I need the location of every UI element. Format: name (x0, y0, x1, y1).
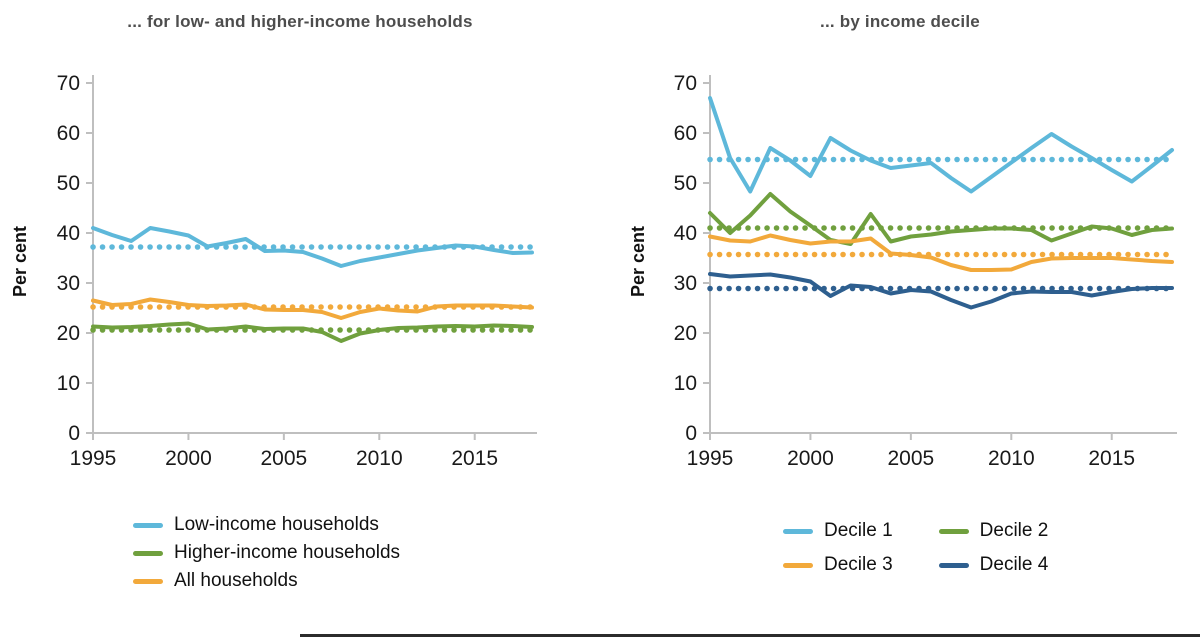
y-tick-label: 40 (57, 222, 80, 245)
line-chart-deciles: 0 10 20 30 40 50 60 70 1995 2000 2005 2010 2015 (674, 72, 1177, 470)
legend-swatch (783, 528, 813, 534)
legend-item: All households (133, 570, 400, 592)
legend-item: Decile 1 (783, 520, 893, 542)
legend-label: Low-income households (174, 514, 379, 535)
x-tick-label: 2000 (165, 447, 212, 470)
legend-label: All households (174, 570, 298, 591)
y-tick-label: 10 (674, 372, 697, 395)
y-tick-label: 30 (674, 272, 697, 295)
legend-item: Decile 4 (938, 554, 1049, 576)
series-line (91, 226, 534, 268)
y-tick-label: 50 (57, 172, 80, 195)
legend-item: Decile 3 (783, 554, 893, 576)
y-tick-label: 20 (674, 322, 697, 345)
legend-deciles: Decile 1 Decile 2 Decile 3 Decile 4 (783, 520, 1048, 576)
line-chart-households: 0 10 20 30 40 50 60 70 1995 2000 2005 2010 2015 (57, 72, 537, 470)
x-tick-label: 1995 (687, 447, 734, 470)
x-tick-label: 2010 (988, 447, 1035, 470)
legend-swatch (938, 562, 969, 568)
series-line (708, 233, 1174, 272)
x-tick-label: 2015 (451, 447, 498, 470)
x-tick-label: 2015 (1088, 447, 1135, 470)
legend-label: Decile 3 (824, 554, 893, 575)
legend-households: Low-income households Higher-income house… (133, 514, 400, 592)
y-tick-label: 0 (685, 422, 697, 445)
x-tick-label: 2010 (356, 447, 403, 470)
legend-swatch (783, 562, 813, 568)
legend-item: Decile 2 (938, 520, 1049, 542)
x-tick-label: 2005 (261, 447, 308, 470)
y-tick-label: 60 (674, 122, 697, 145)
legend-swatch (133, 578, 163, 584)
series-line (91, 297, 534, 320)
chart-panel-households: ... for low- and higher-income household… (10, 12, 537, 592)
chart-panel-deciles: ... by income decile Per cent 0 10 20 30 40 5… (600, 0, 1200, 637)
chart-title: ... by income decile (820, 12, 980, 31)
y-tick-label: 40 (674, 222, 697, 245)
legend-label: Decile 2 (979, 520, 1049, 541)
y-tick-label: 70 (57, 72, 80, 95)
legend-swatch (133, 522, 163, 528)
y-tick-label: 30 (57, 272, 80, 295)
legend-swatch (938, 528, 969, 534)
legend-label: Higher-income households (174, 542, 401, 563)
y-tick-label: 10 (57, 372, 80, 395)
legend-swatch (133, 550, 163, 556)
y-tick-label: 50 (674, 172, 697, 195)
x-tick-label: 1995 (70, 447, 117, 470)
y-tick-label: 70 (674, 72, 697, 95)
legend-label: Decile 4 (979, 554, 1049, 575)
x-tick-label: 2005 (888, 447, 935, 470)
series-line (708, 272, 1174, 310)
y-tick-label: 0 (68, 422, 80, 445)
series-line (708, 192, 1174, 246)
y-tick-label: 60 (57, 122, 80, 145)
legend-label: Decile 1 (824, 520, 893, 541)
bottom-divider (300, 634, 1200, 637)
legend-item: Low-income households (133, 514, 400, 536)
chart-title: ... for low- and higher-income household… (127, 12, 473, 31)
series-line (708, 96, 1174, 194)
y-tick-label: 20 (57, 322, 80, 345)
legend-item: Higher-income households (133, 542, 400, 564)
x-tick-label: 2000 (787, 447, 834, 470)
